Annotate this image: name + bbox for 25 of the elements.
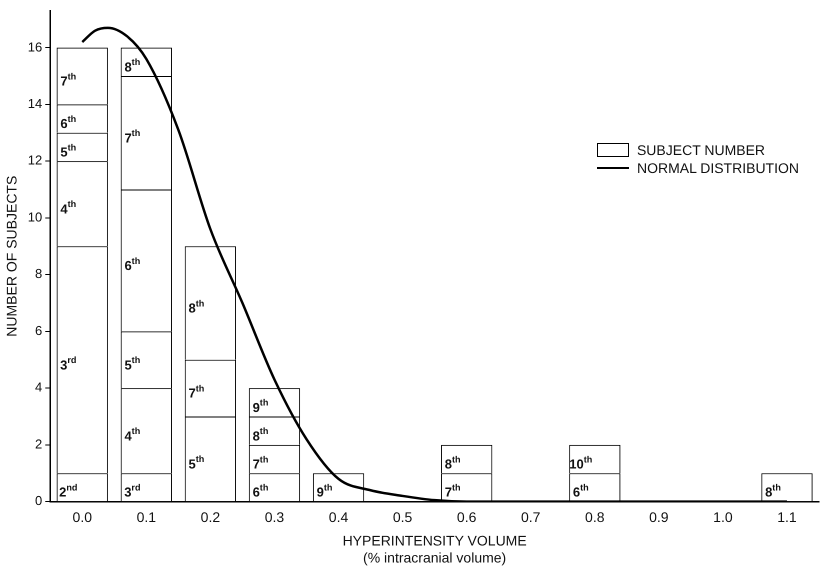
x-tick-label: 0.7 xyxy=(520,508,541,525)
x-tick-label: 0.8 xyxy=(585,508,605,525)
x-tick-label: 0.0 xyxy=(72,508,92,525)
y-tick-label: 2 xyxy=(35,436,42,452)
x-tick-label: 0.9 xyxy=(649,508,669,525)
x-tick-label: 0.4 xyxy=(328,508,348,525)
x-axis-title: HYPERINTENSITY VOLUME (% intracranial volume) xyxy=(342,532,527,566)
y-tick-label: 16 xyxy=(28,39,42,54)
y-tick-label: 8 xyxy=(35,266,42,282)
x-tick-label: 0.2 xyxy=(200,508,220,525)
y-tick-label: 6 xyxy=(35,322,42,338)
y-axis-title: NUMBER OF SUBJECTS xyxy=(3,176,20,337)
x-tick-label: 1.1 xyxy=(777,508,797,525)
x-tick-label: 0.6 xyxy=(456,508,477,525)
x-tick-label: 0.1 xyxy=(136,508,156,525)
y-tick-label: 12 xyxy=(28,152,42,168)
y-tick-label: 4 xyxy=(35,380,42,395)
y-tick-label: 10 xyxy=(28,209,42,224)
x-tick-label: 0.5 xyxy=(392,508,413,525)
x-tick-label: 0.3 xyxy=(264,508,284,525)
legend-label: NORMAL DISTRIBUTION xyxy=(636,160,799,176)
y-tick-label: 14 xyxy=(28,96,42,111)
annotation: SUBJECT NUMBER xyxy=(636,142,766,158)
x-tick-label: 1.0 xyxy=(713,508,733,525)
y-tick-label: 0 xyxy=(35,493,42,508)
